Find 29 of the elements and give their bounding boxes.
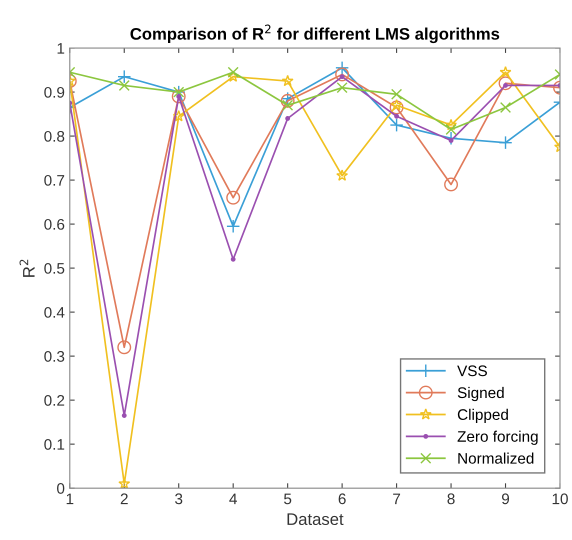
y-tick-label: 0.4 <box>44 306 64 318</box>
y-tick-label: 0.8 <box>44 130 64 142</box>
x-tick-label: 2 <box>120 493 128 504</box>
x-tick-label: 1 <box>66 494 74 504</box>
y-tick-label: 1 <box>58 43 64 54</box>
x-tick-label: 10 <box>552 493 568 504</box>
y-tick-label: 0.9 <box>44 86 64 98</box>
y-tick-label: 0.6 <box>44 218 64 230</box>
legend-label: Signed <box>458 386 504 402</box>
y-tick-label: 0.5 <box>44 262 64 274</box>
y-axis-title: R$^{2}$ <box>20 260 35 277</box>
x-tick-label: 7 <box>393 494 400 504</box>
chart-title: Comparison of R$^{2}$ for different LMS algorithms <box>130 24 500 44</box>
x-tick-label: 4 <box>229 494 237 504</box>
legend-label: Clipped <box>458 408 508 424</box>
legend-label: VSS <box>457 365 487 376</box>
y-tick-label: 0.1 <box>44 439 64 450</box>
legend-label: Zero forcing <box>458 430 538 445</box>
x-tick-label: 9 <box>502 493 510 504</box>
y-tick-label: 0.2 <box>44 395 64 406</box>
x-tick-label: 6 <box>338 493 346 504</box>
y-tick-label: 0.3 <box>44 351 64 362</box>
y-tick-label: 0.7 <box>44 174 64 186</box>
x-tick-label: 3 <box>175 493 182 504</box>
y-tick-label: 0 <box>57 483 64 494</box>
x-tick-label: 8 <box>447 493 455 504</box>
x-tick-label: 5 <box>284 494 292 504</box>
x-axis-title: Dataset <box>288 513 344 526</box>
legend-label: Normalized <box>458 452 534 464</box>
